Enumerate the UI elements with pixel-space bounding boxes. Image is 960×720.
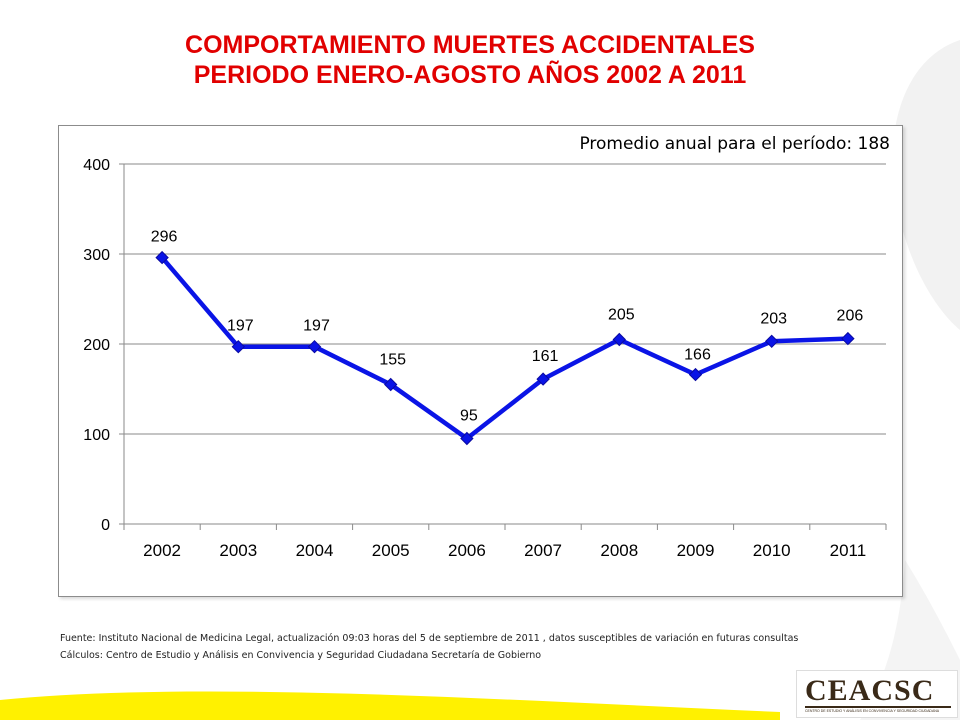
- y-tick-label: 0: [101, 517, 110, 534]
- data-point-marker: [383, 377, 398, 392]
- x-tick-label: 2006: [448, 541, 486, 560]
- y-tick-label: 400: [83, 157, 110, 174]
- chart-frame: 0 100 200 300 400 2002 2003 2004 2005 2006 2007 20…: [58, 125, 903, 597]
- x-tick-label: 2004: [296, 541, 334, 560]
- data-point-marker: [764, 334, 779, 349]
- data-point-marker: [231, 339, 246, 354]
- data-label: 203: [760, 310, 787, 327]
- logo-underline: [805, 706, 951, 708]
- y-tick-label: 100: [83, 427, 110, 444]
- data-label: 197: [303, 318, 330, 335]
- data-point-marker: [536, 372, 550, 386]
- series-markers: [155, 250, 855, 446]
- data-label: 205: [608, 307, 635, 324]
- data-point-marker: [155, 250, 169, 265]
- data-point-marker: [460, 431, 474, 446]
- ceacsc-logo: CEACSC CENTRO DE ESTUDIO Y ANÁLISIS EN C…: [796, 670, 958, 718]
- y-tick-label: 300: [83, 247, 110, 264]
- data-label: 197: [227, 318, 254, 335]
- data-label: 166: [684, 347, 711, 364]
- data-point-marker: [307, 339, 322, 354]
- logo-subtitle: CENTRO DE ESTUDIO Y ANÁLISIS EN CONVIVEN…: [805, 709, 940, 713]
- data-point-marker: [688, 367, 703, 382]
- data-label: 95: [460, 408, 478, 425]
- y-tick-label: 200: [83, 337, 110, 354]
- x-tick-label: 2007: [524, 541, 562, 560]
- logo-text: CEACSC: [805, 674, 935, 707]
- data-labels: 296 197 197 155 95 161 205 166 203 206: [151, 229, 864, 425]
- title-line-1: COMPORTAMIENTO MUERTES ACCIDENTALES: [185, 31, 755, 59]
- x-tick-label: 2008: [600, 541, 638, 560]
- data-label: 155: [379, 352, 406, 369]
- data-point-marker: [612, 332, 627, 347]
- source-note: Fuente: Instituto Nacional de Medicina L…: [60, 633, 799, 644]
- data-point-marker: [841, 331, 855, 346]
- data-label: 161: [532, 348, 559, 365]
- x-tick-label: 2010: [753, 541, 791, 560]
- x-tick-label: 2002: [143, 541, 181, 560]
- x-axis: 2002 2003 2004 2005 2006 2007 2008 2009 2010 2011: [123, 524, 887, 560]
- x-tick-label: 2011: [830, 541, 867, 560]
- x-tick-label: 2003: [219, 541, 257, 560]
- y-axis: 0 100 200 300 400: [83, 157, 125, 534]
- page-title: COMPORTAMIENTO MUERTES ACCIDENTALES PERI…: [60, 30, 880, 90]
- series-line: [160, 256, 848, 441]
- data-label: 206: [837, 308, 864, 325]
- calculation-note: Cálculos: Centro de Estudio y Análisis e…: [60, 650, 542, 661]
- x-tick-label: 2009: [677, 541, 715, 560]
- data-label: 296: [151, 229, 178, 246]
- average-annotation: Promedio anual para el período: 188: [579, 134, 890, 154]
- title-line-2: PERIODO ENERO-AGOSTO AÑOS 2002 A 2011: [193, 61, 747, 89]
- x-tick-label: 2005: [372, 541, 410, 560]
